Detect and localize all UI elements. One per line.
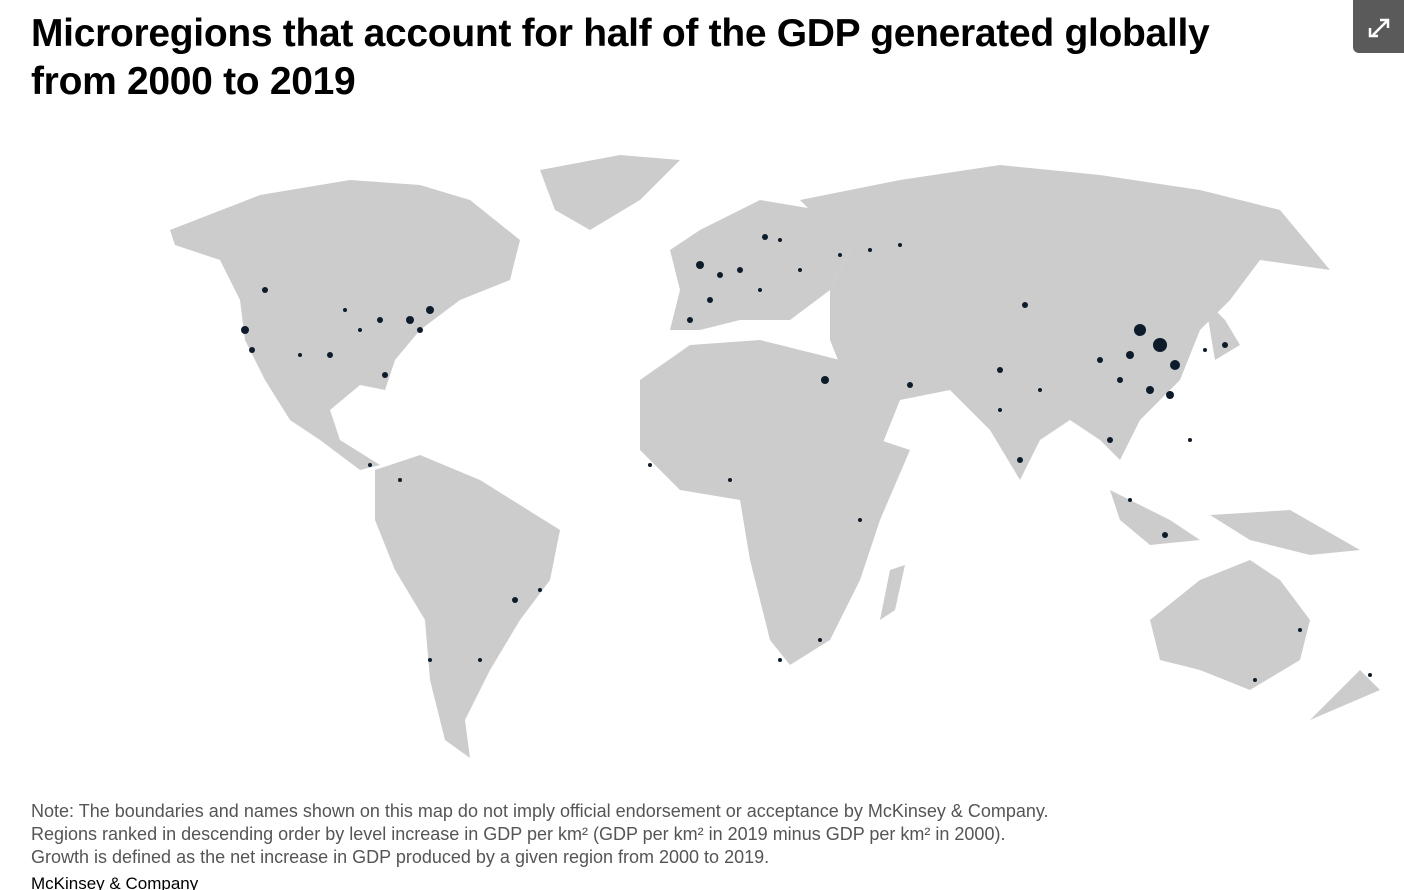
note-line: Regions ranked in descending order by le… <box>31 824 1006 844</box>
expand-button[interactable] <box>1353 0 1404 53</box>
land <box>170 155 1380 758</box>
note-line: Growth is defined as the net increase in… <box>31 847 770 867</box>
note-line: Note: The boundaries and names shown on … <box>31 801 1049 821</box>
microregions <box>241 234 1372 682</box>
expand-icon <box>1368 18 1390 38</box>
source: McKinsey & Company <box>31 874 199 890</box>
notes: Note: The boundaries and names shown on … <box>31 800 1049 869</box>
title: Microregions that account for half of th… <box>31 12 1210 103</box>
world-map <box>170 155 1380 758</box>
